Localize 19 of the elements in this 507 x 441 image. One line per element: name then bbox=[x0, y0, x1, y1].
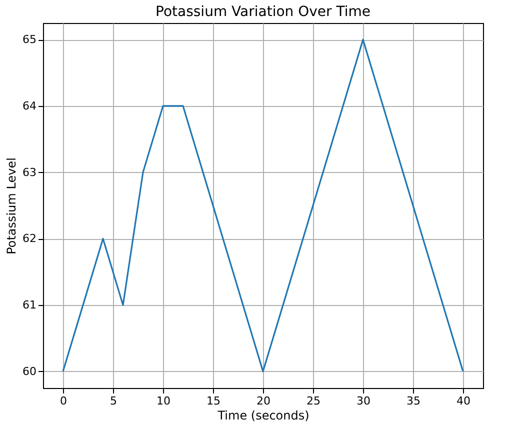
x-axis-title: Time (seconds) bbox=[216, 408, 310, 422]
x-tick-label: 40 bbox=[456, 394, 470, 408]
x-tick-label: 20 bbox=[256, 394, 270, 408]
y-tick-label: 60 bbox=[22, 364, 36, 378]
y-tick-label: 65 bbox=[22, 33, 36, 46]
y-tick-label: 61 bbox=[22, 298, 36, 312]
chart-title: Potassium Variation Over Time bbox=[156, 4, 370, 20]
x-tick-label: 0 bbox=[60, 394, 67, 408]
x-tick-label: 30 bbox=[356, 394, 370, 408]
x-tick-label: 25 bbox=[306, 394, 320, 408]
x-tick-label: 10 bbox=[156, 394, 170, 408]
x-tick-label: 15 bbox=[206, 394, 220, 408]
y-tick-label: 64 bbox=[22, 99, 36, 112]
y-tick-label: 63 bbox=[22, 166, 36, 179]
y-tick-label: 62 bbox=[22, 232, 36, 246]
x-tick-label: 5 bbox=[110, 394, 117, 408]
y-axis-title: Potassium Level bbox=[4, 158, 19, 254]
x-tick-label: 35 bbox=[406, 394, 420, 408]
line-series bbox=[62, 38, 464, 372]
